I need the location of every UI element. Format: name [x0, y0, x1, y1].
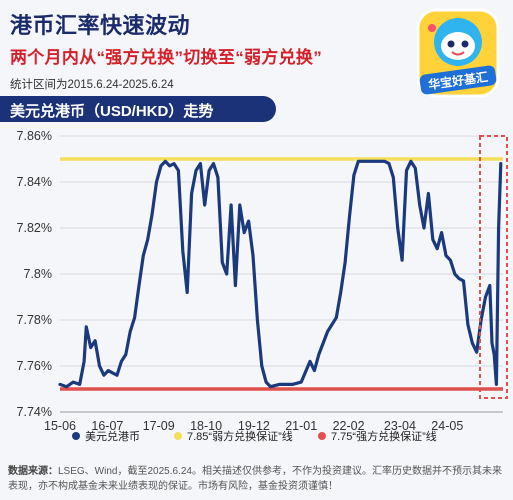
- brand-mascot-logo: 华宝好基汇: [416, 8, 500, 98]
- y-axis: 7.74% 7.76% 7.78% 7.8% 7.82% 7.84% 7.86%: [17, 129, 52, 419]
- legend-marker-strong-line: [318, 432, 326, 440]
- legend-label-series: 美元兑港币: [85, 429, 140, 443]
- header: 港币汇率快速波动 两个月内从“强方兑换”切换至“弱方兑换” 统计区间为2015.…: [0, 0, 513, 92]
- mascot-ribbon: [419, 65, 497, 95]
- y-tick-label: 7.76%: [17, 359, 52, 373]
- mascot-eye-icon: [447, 40, 455, 48]
- page-title: 港币汇率快速波动: [10, 13, 191, 38]
- legend-marker-series: [72, 432, 80, 440]
- y-tick-label: 7.78%: [17, 313, 52, 327]
- x-tick-label: 21-01: [285, 419, 317, 433]
- y-tick-label: 7.8%: [24, 267, 53, 281]
- disclaimer-text: LSEG、Wind，截至2025.6.24。相关描述仅供参考，不作为投资建议。汇…: [8, 466, 502, 492]
- x-axis: 15-06 16-07 17-09 18-10 19-12 21-01 22-02 23-04…: [44, 411, 503, 433]
- x-tick-label: 22-02: [333, 419, 365, 433]
- mascot-face-icon: [441, 32, 475, 60]
- mascot-smile-icon: [451, 51, 465, 56]
- chart-legend: 美元兑港币 7.85“弱方兑换保证”线 7.75“强方兑换保证”线: [72, 429, 437, 443]
- statistics-period: 统计区间为2015.6.24-2025.6.24: [10, 79, 174, 91]
- page-subtitle: 两个月内从“强方兑换”切换至“弱方兑换”: [10, 48, 322, 67]
- y-tick-label: 7.82%: [17, 221, 52, 235]
- chart-title: 美元兑港币（USD/HKD）走势: [10, 103, 214, 120]
- usd-hkd-line-chart: 7.74% 7.76% 7.78% 7.8% 7.82% 7.84% 7.86% 15-06…: [17, 129, 508, 443]
- legend-label-weak-line: 7.85“弱方兑换保证”线: [187, 429, 293, 443]
- legend-marker-weak-line: [174, 432, 182, 440]
- chart-title-banner: 美元兑港币（USD/HKD）走势: [0, 96, 276, 122]
- x-tick-label: 19-12: [238, 419, 270, 433]
- x-tick-label: 16-07: [91, 419, 123, 433]
- x-tick-label: 17-09: [143, 419, 175, 433]
- y-tick-label: 7.86%: [17, 129, 52, 143]
- x-tick-label: 24-05: [431, 419, 463, 433]
- mascot-star-icon: [428, 24, 436, 32]
- recent-period-highlight-box: [479, 135, 508, 399]
- x-tick-label: 23-04: [384, 419, 416, 433]
- data-source-label: 数据来源：: [8, 466, 58, 477]
- y-tick-label: 7.84%: [17, 175, 52, 189]
- usd-hkd-series-line: [58, 159, 503, 389]
- y-tick-label: 7.74%: [17, 405, 52, 419]
- legend-label-strong-line: 7.75“强方兑换保证”线: [331, 429, 437, 443]
- x-tick-label: 18-10: [190, 419, 222, 433]
- x-tick-label: 15-06: [44, 419, 76, 433]
- mascot-eye-icon: [461, 40, 469, 48]
- grid-lines: [60, 135, 503, 413]
- data-source-footnote: 数据来源：LSEG、Wind，截至2025.6.24。相关描述仅供参考，不作为投…: [8, 464, 508, 494]
